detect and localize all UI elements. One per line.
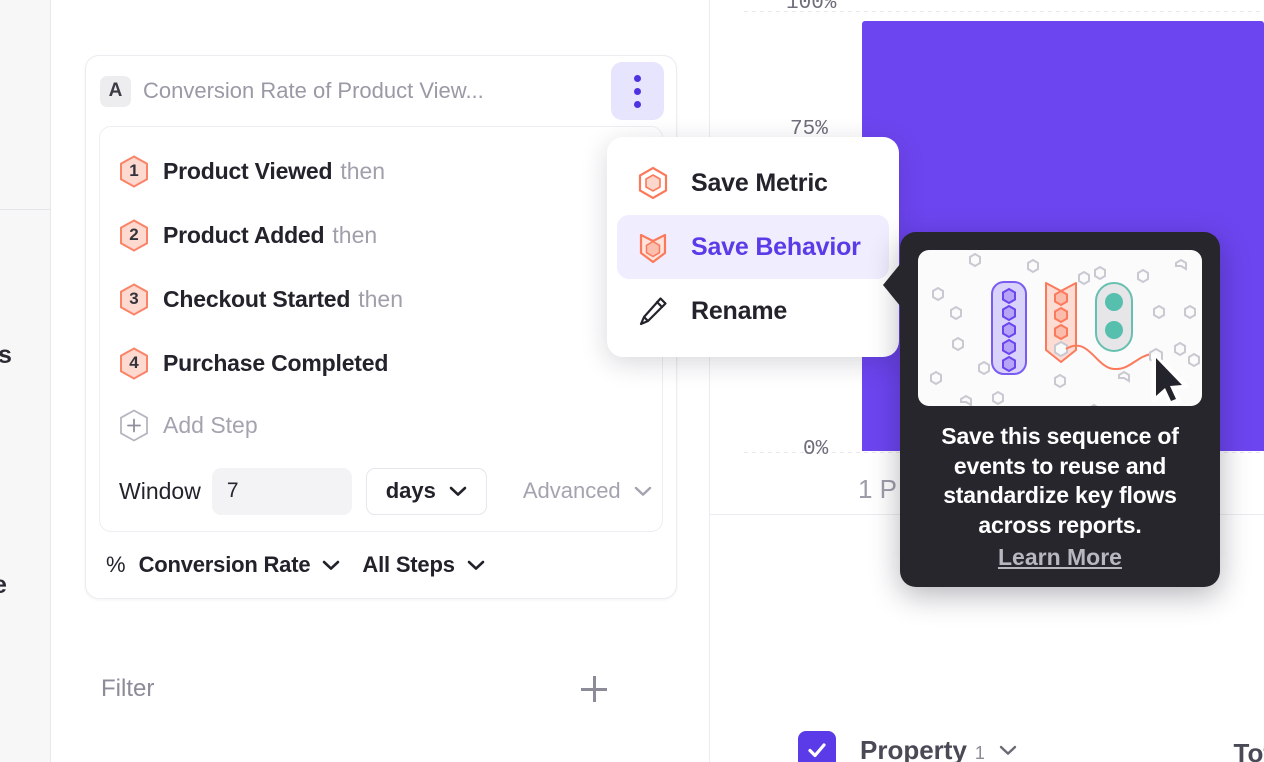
legend-series-index: 1 [974,742,985,762]
metric-card-header: A Conversion Rate of Product View... [86,56,676,126]
metric-card: A Conversion Rate of Product View... 1 P… [85,55,677,599]
funnel-step-row[interactable]: 4 Purchase Completed [100,331,662,395]
menu-item-rename[interactable]: Rename [617,279,889,343]
check-icon [808,743,826,758]
measure-scope-select[interactable]: All Steps [362,552,485,578]
hexagon-metric-icon [638,166,668,200]
menu-item-label: Save Behavior [691,232,861,261]
plus-hexagon-icon [119,408,149,442]
kebab-dot [634,87,641,95]
tooltip-arrow [883,263,901,307]
sidebar-text-fragment-bottom: e [0,571,7,600]
chevron-down-icon[interactable] [999,745,1017,756]
measure-metric-select[interactable]: Conversion Rate [139,552,341,578]
y-axis-tick-75: 75% [790,118,828,141]
legend-label-group: Property 1 [860,735,985,762]
step-number: 4 [129,353,139,372]
menu-item-save-metric[interactable]: Save Metric [617,151,889,215]
step-connector: then [358,285,403,312]
metric-options-kebab-button[interactable] [611,62,664,120]
y-axis-tick-0: 0% [803,438,829,461]
advanced-options-select[interactable]: Advanced [523,478,652,504]
event-sequence-illustration [918,250,1202,407]
filter-label: Filter [101,675,155,702]
add-filter-plus-icon[interactable] [581,676,607,702]
step-number: 3 [129,289,139,308]
step-number: 2 [129,225,139,244]
step-number-hexagon-icon: 3 [119,282,149,316]
gridline-100 [744,11,1264,12]
y-axis-tick-100: 100% [786,0,837,15]
left-sidebar-rail: s e [0,0,51,762]
tooltip-body-text: Save this sequence of events to reuse an… [941,423,1179,538]
x-axis-label: 1 P [858,474,898,504]
advanced-label: Advanced [522,478,621,503]
metric-title[interactable]: Conversion Rate of Product View... [143,78,484,103]
window-unit-value: days [385,478,436,503]
measure-scope-value: All Steps [362,552,455,577]
pencil-icon [639,297,667,326]
step-event-label: Product Viewed [163,157,333,184]
kebab-dot [634,74,641,82]
add-step-button[interactable]: Add Step [100,395,662,455]
step-event-label: Purchase Completed [163,349,389,376]
step-number-hexagon-icon: 4 [119,346,149,380]
step-number-hexagon-icon: 2 [119,218,149,252]
behavior-banner-icon [639,233,667,264]
funnel-step-row[interactable]: 1 Product Viewed then [100,139,662,203]
window-unit-select[interactable]: days [365,467,487,515]
step-number-hexagon-icon: 1 [119,154,149,188]
window-label: Window [119,477,201,504]
funnel-step-row[interactable]: 2 Product Added then [100,203,662,267]
chevron-down-icon [323,560,340,570]
step-event-label: Checkout Started [163,285,351,312]
measure-metric-value: Conversion Rate [138,552,311,577]
step-connector: then [340,157,386,184]
measure-row: % Conversion Rate All Steps [86,532,676,598]
chevron-down-icon [634,486,651,496]
metric-builder-panel: A Conversion Rate of Product View... 1 P… [51,0,710,762]
menu-item-label: Save Metric [691,168,828,197]
save-behavior-tooltip: Save this sequence of events to reuse an… [883,232,1220,587]
metric-options-menu: Save Metric Save Behavior Rename [607,137,899,357]
legend-total-label: Tot [1233,738,1264,762]
chevron-down-icon [449,486,467,496]
metric-letter-badge: A [100,75,131,107]
step-connector: then [332,221,378,248]
add-step-label: Add Step [163,411,258,438]
window-value-input[interactable] [211,467,352,515]
percent-icon: % [106,552,126,577]
filter-section: Filter [51,675,655,703]
sidebar-divider [0,209,51,210]
sidebar-text-fragment-top: s [0,341,12,369]
step-number: 1 [129,161,139,180]
funnel-step-row[interactable]: 3 Checkout Started then [100,267,662,331]
menu-item-label: Rename [691,296,788,325]
kebab-dot [634,100,641,108]
step-event-label: Product Added [163,221,325,248]
conversion-window-row: Window days Advanced [100,455,662,527]
illustration-svg [930,252,1200,407]
menu-item-save-behavior[interactable]: Save Behavior [617,215,889,279]
chevron-down-icon [467,560,485,570]
legend-series-name: Property [860,734,967,762]
chart-legend-row: Property 1 Tot [710,731,1264,762]
tooltip-learn-more-link[interactable]: Learn More [998,544,1122,570]
legend-checkbox-property[interactable] [798,731,836,762]
funnel-steps-group: 1 Product Viewed then 2 Product Added th… [99,126,663,532]
cursor-arrow-icon [1151,353,1189,407]
